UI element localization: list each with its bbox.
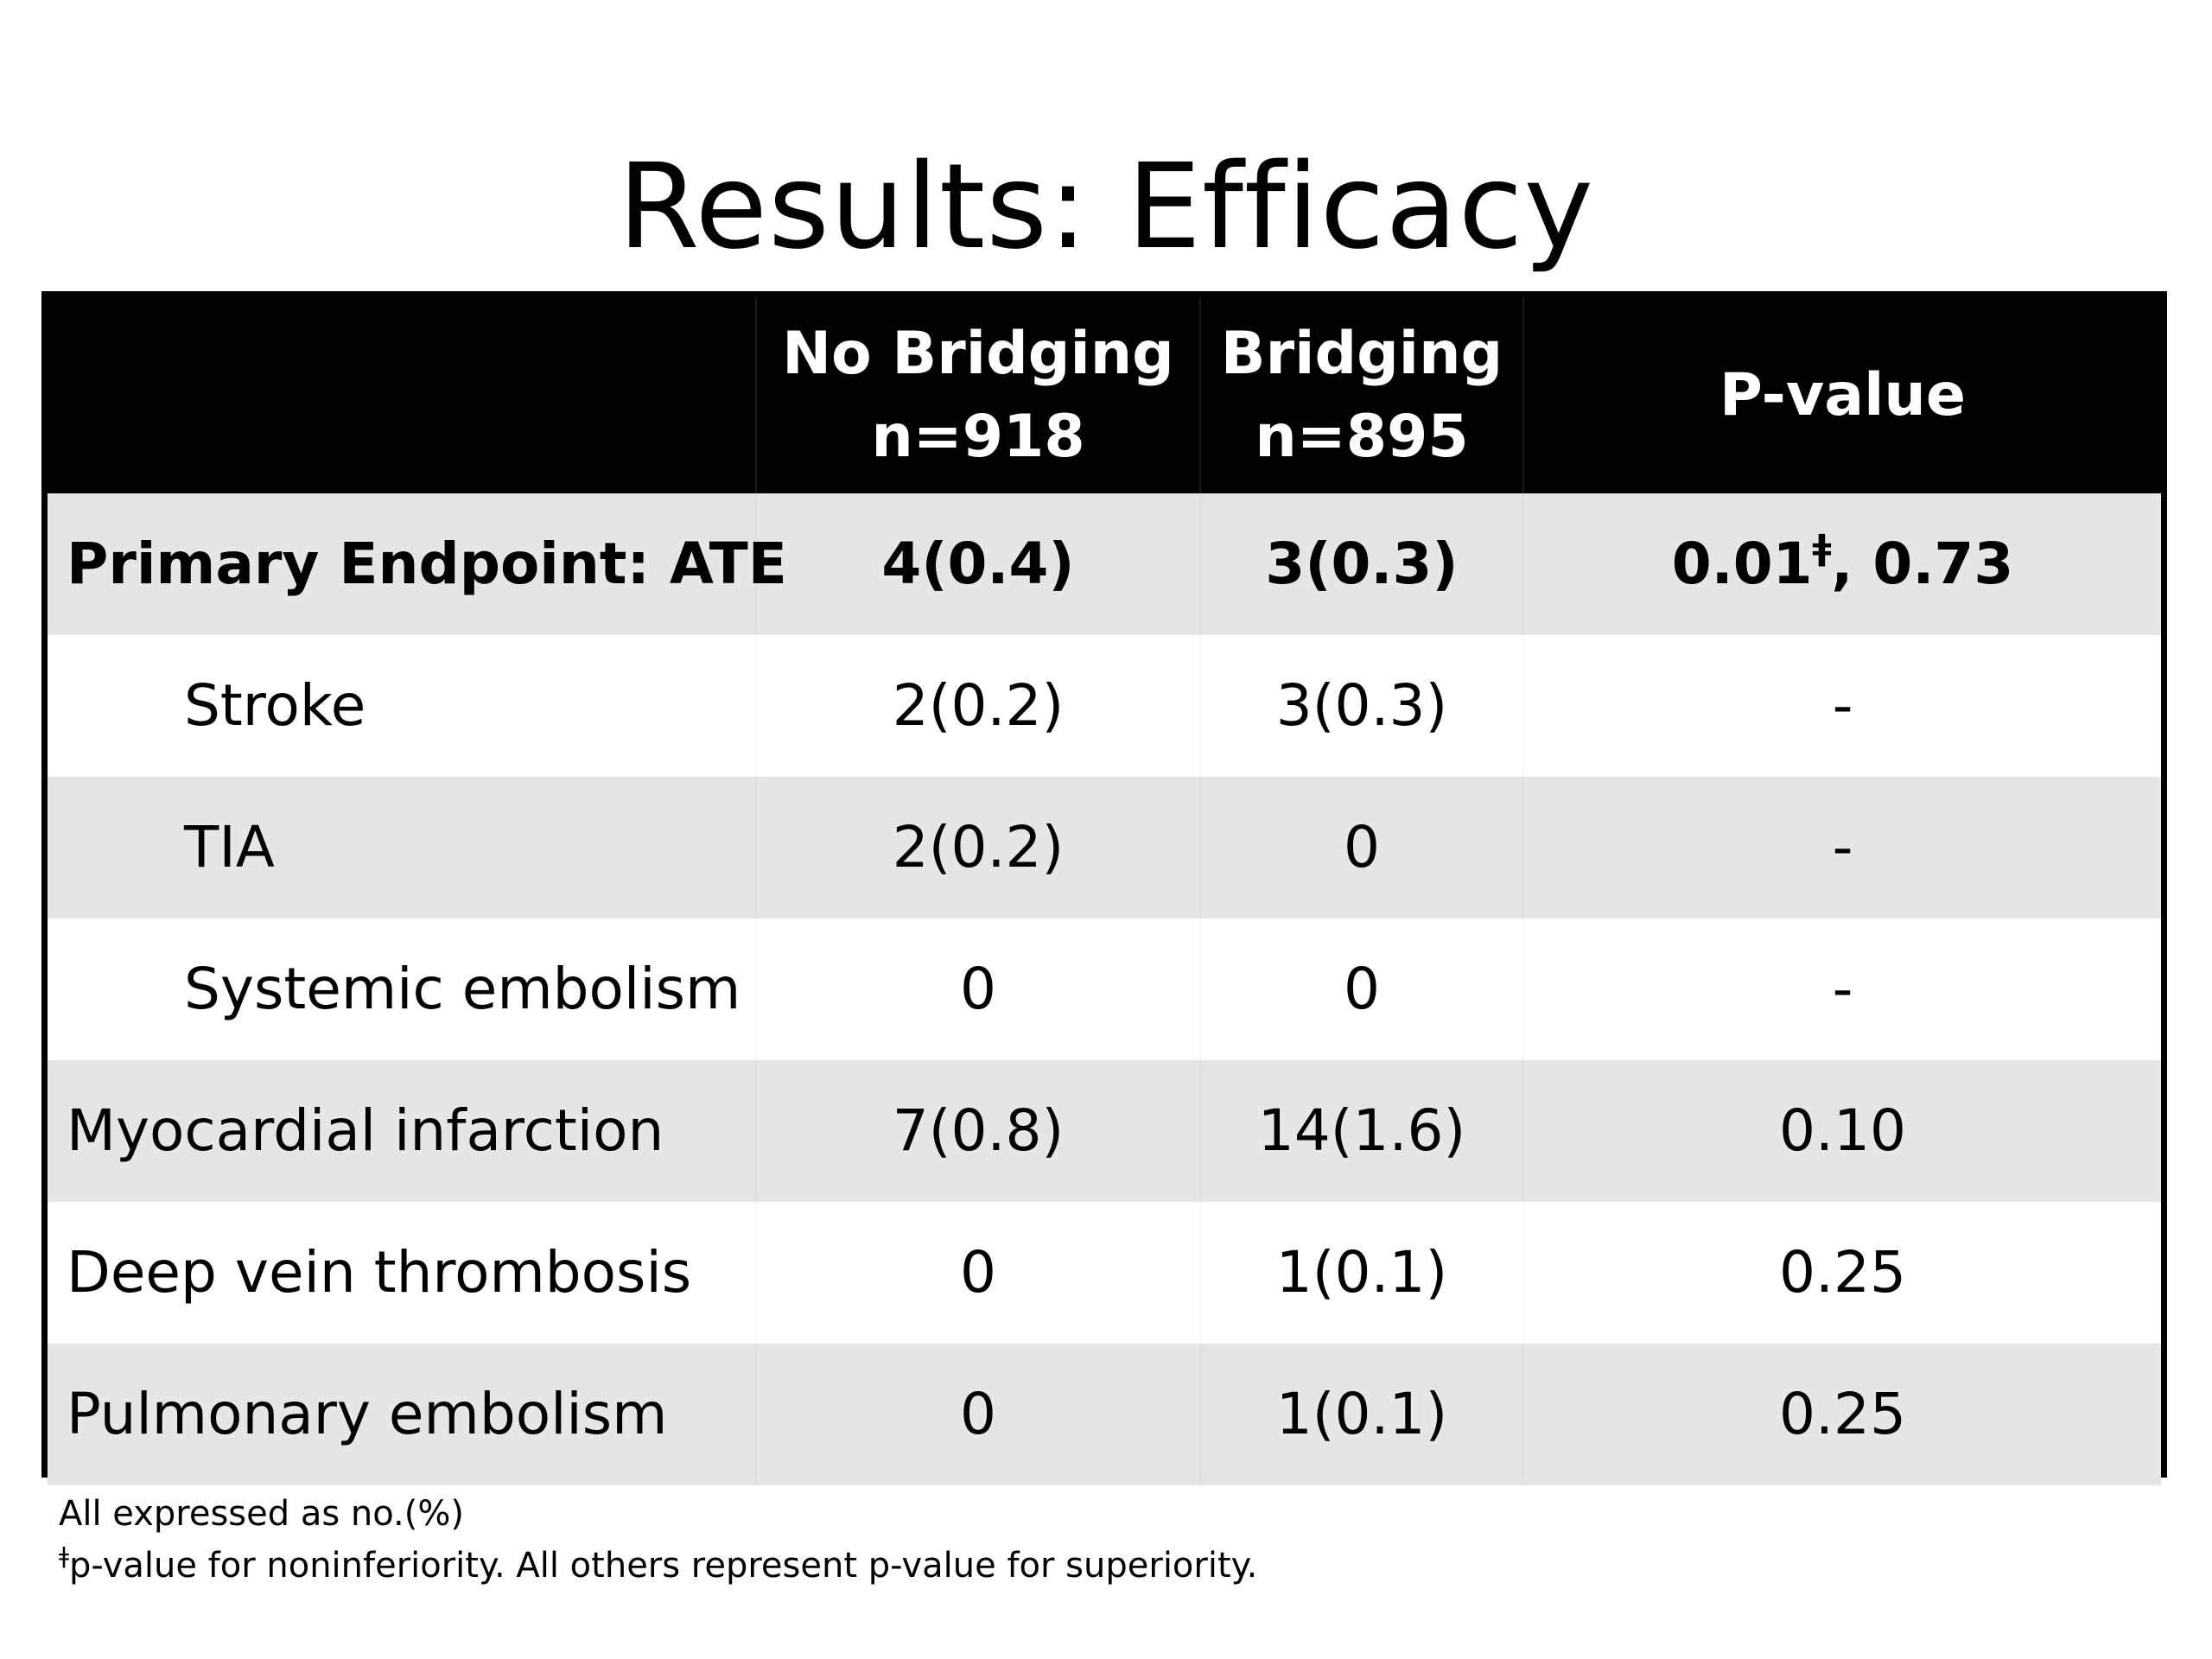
table-row-stroke: Stroke 2(0.2) 3(0.3) -	[48, 635, 2161, 777]
row-label: TIA	[48, 777, 756, 918]
cell-bridging: 14(1.6)	[1200, 1060, 1523, 1202]
cell-p-value: 0.01ǂ, 0.73	[1523, 493, 2161, 635]
cell-p-value: -	[1523, 918, 2161, 1060]
table-row-primary-endpoint: Primary Endpoint: ATE 4(0.4) 3(0.3) 0.01…	[48, 493, 2161, 635]
footnote-double-dagger-mark: ǂ	[59, 1543, 69, 1569]
table-header-row: No Bridging n=918 Bridging n=895 P-value	[48, 297, 2161, 493]
cell-no-bridging: 2(0.2)	[756, 777, 1200, 918]
slide-title: Results: Efficacy	[618, 139, 1594, 276]
table-row-tia: TIA 2(0.2) 0 -	[48, 777, 2161, 918]
header-no-bridging-label: No Bridging	[782, 319, 1174, 388]
row-label: Stroke	[48, 635, 756, 777]
table-row-pulmonary-embolism: Pulmonary embolism 0 1(0.1) 0.25	[48, 1344, 2161, 1485]
p-value-noninferiority: 0.01	[1671, 531, 1813, 597]
cell-bridging: 1(0.1)	[1200, 1344, 1523, 1485]
cell-bridging: 3(0.3)	[1200, 635, 1523, 777]
footnote-p-value-text: p-value for noninferiority. All others r…	[68, 1546, 1258, 1586]
footnotes: All expressed as no.(%) ǂp-value for non…	[59, 1488, 1257, 1592]
p-value-superiority: , 0.73	[1831, 531, 2014, 597]
cell-no-bridging: 0	[756, 1202, 1200, 1344]
row-label: Primary Endpoint: ATE	[48, 493, 787, 635]
table-row-myocardial-infarction: Myocardial infarction 7(0.8) 14(1.6) 0.1…	[48, 1060, 2161, 1202]
table-row-deep-vein-thrombosis: Deep vein thrombosis 0 1(0.1) 0.25	[48, 1202, 2161, 1344]
cell-bridging: 0	[1200, 918, 1523, 1060]
cell-no-bridging: 4(0.4)	[756, 493, 1200, 635]
header-no-bridging-n: n=918	[871, 402, 1085, 471]
efficacy-table: No Bridging n=918 Bridging n=895 P-value…	[48, 297, 2161, 1485]
header-bridging-label: Bridging	[1220, 319, 1503, 388]
results-table: No Bridging n=918 Bridging n=895 P-value…	[41, 291, 2167, 1485]
header-empty-cell	[48, 297, 757, 493]
cell-no-bridging: 2(0.2)	[756, 635, 1200, 777]
double-dagger-mark: ǂ	[1812, 528, 1832, 568]
row-label: Pulmonary embolism	[48, 1344, 756, 1485]
cell-p-value: -	[1523, 777, 2161, 918]
row-label: Deep vein thrombosis	[48, 1202, 756, 1344]
cell-p-value: 0.25	[1523, 1344, 2161, 1485]
cell-p-value: -	[1523, 635, 2161, 777]
cell-no-bridging: 0	[756, 918, 1200, 1060]
header-no-bridging: No Bridging n=918	[756, 297, 1201, 493]
cell-bridging: 3(0.3)	[1200, 493, 1523, 635]
footnote-p-value: ǂp-value for noninferiority. All others …	[59, 1540, 1257, 1592]
header-p-value-label: P-value	[1719, 360, 1966, 429]
cell-no-bridging: 7(0.8)	[756, 1060, 1200, 1202]
header-p-value: P-value	[1523, 297, 2161, 493]
header-bridging: Bridging n=895	[1200, 297, 1524, 493]
cell-no-bridging: 0	[756, 1344, 1200, 1485]
table-row-systemic-embolism: Systemic embolism 0 0 -	[48, 918, 2161, 1060]
header-bridging-n: n=895	[1255, 402, 1469, 471]
footnote-units: All expressed as no.(%)	[59, 1494, 464, 1534]
cell-p-value: 0.25	[1523, 1202, 2161, 1344]
cell-bridging: 1(0.1)	[1200, 1202, 1523, 1344]
cell-p-value: 0.10	[1523, 1060, 2161, 1202]
cell-bridging: 0	[1200, 777, 1523, 918]
row-label: Systemic embolism	[48, 918, 756, 1060]
row-label: Myocardial infarction	[48, 1060, 756, 1202]
